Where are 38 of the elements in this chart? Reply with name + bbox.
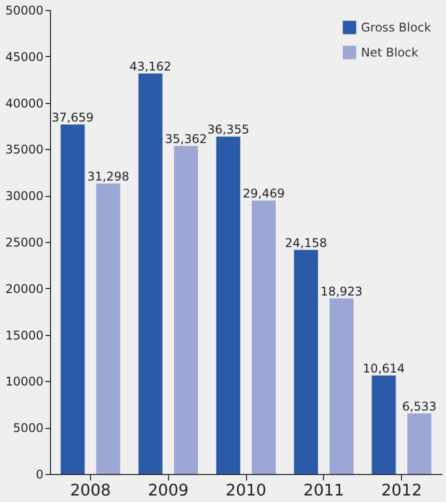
y-tick-label: 5000 [12, 421, 44, 436]
y-tick-label: 10000 [5, 374, 44, 389]
data-label: 18,923 [320, 284, 363, 298]
y-tick-label: 35000 [5, 142, 44, 157]
data-label: 43,162 [129, 59, 172, 74]
bar [330, 298, 354, 474]
data-label: 29,469 [242, 186, 285, 201]
legend-label: Gross Block [361, 20, 432, 34]
x-tick-label: 2008 [70, 480, 111, 500]
y-tick-label: 0 [36, 468, 44, 482]
y-tick-label: 25000 [5, 236, 44, 250]
data-label: 24,158 [285, 236, 327, 250]
data-label: 37,659 [52, 110, 94, 125]
bar [174, 146, 198, 474]
data-label: 36,355 [207, 122, 250, 137]
bar [252, 200, 276, 474]
data-label: 31,298 [87, 170, 130, 184]
y-tick-label: 45000 [5, 50, 44, 64]
bar [216, 136, 240, 474]
bar [96, 184, 120, 474]
bar [138, 73, 162, 474]
x-tick-label: 2011 [303, 480, 344, 500]
y-tick-label: 40000 [5, 96, 44, 110]
bar [372, 376, 396, 474]
y-tick-label: 50000 [5, 4, 44, 18]
data-label: 35,362 [165, 132, 207, 146]
x-tick-label: 2009 [148, 480, 189, 500]
x-tick-label: 2010 [226, 480, 266, 500]
y-tick-label: 30000 [5, 189, 44, 204]
x-tick-label: 2012 [381, 480, 422, 500]
bar [407, 413, 432, 474]
bar [60, 124, 85, 474]
y-tick-label: 15000 [5, 328, 44, 342]
bar [294, 250, 318, 474]
y-tick-label: 20000 [5, 282, 44, 296]
data-label: 10,614 [362, 362, 405, 376]
legend-label: Net Block [361, 46, 418, 60]
data-label: 6,533 [402, 399, 437, 414]
